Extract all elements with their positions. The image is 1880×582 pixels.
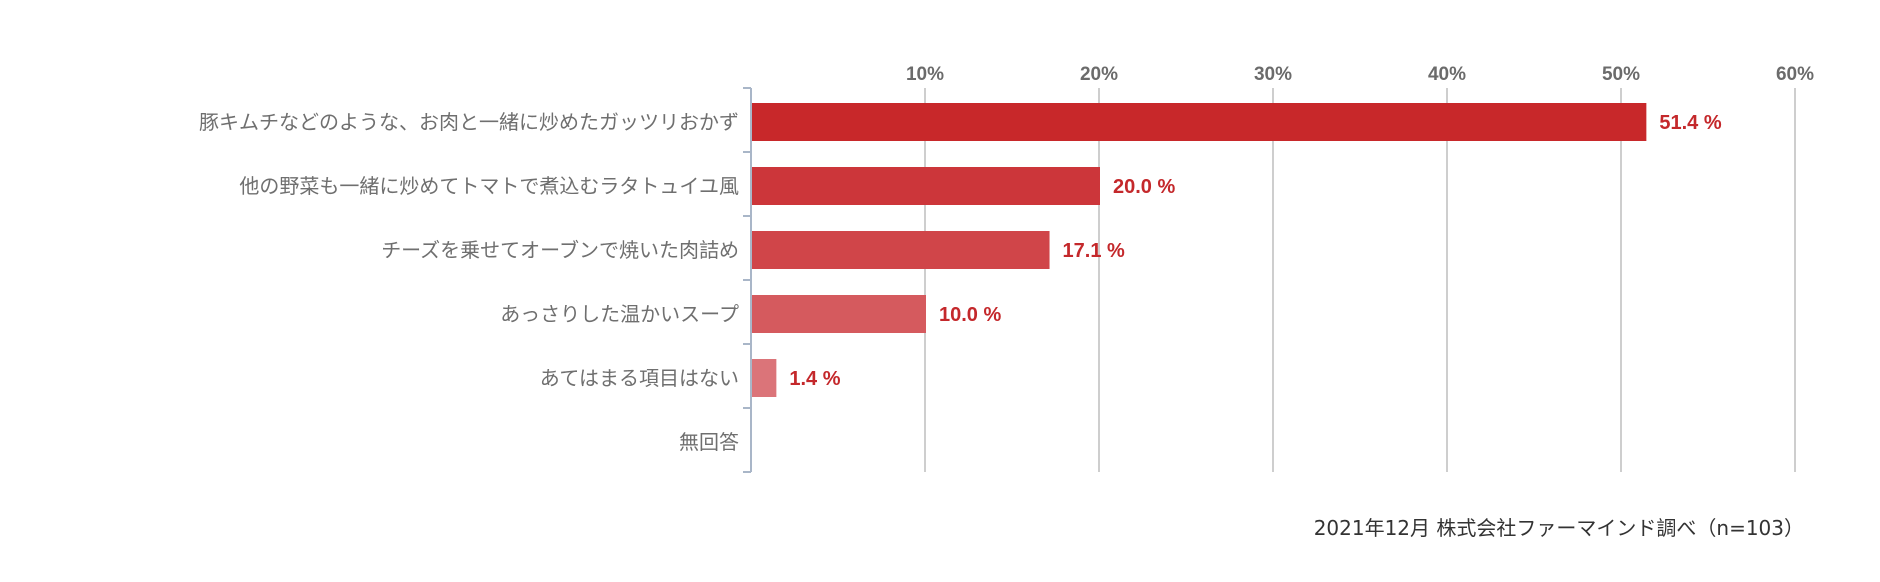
x-tick-label: 20% (1080, 64, 1118, 85)
category-label: チーズを乗せてオーブンで焼いた肉詰め (381, 238, 739, 262)
category-label: あっさりした温かいスープ (500, 302, 739, 326)
bar (752, 359, 777, 397)
value-label: 1.4 % (789, 368, 840, 390)
category-label: 豚キムチなどのような、お肉と一緒に炒めたガッツリおかず (199, 110, 739, 134)
x-tick-label: 10% (906, 64, 944, 85)
bar (752, 167, 1100, 205)
x-tick-label: 40% (1428, 64, 1466, 85)
bar (752, 103, 1647, 141)
x-tick-label: 60% (1776, 64, 1814, 85)
value-label: 20.0 % (1113, 176, 1175, 198)
category-label: あてはまる項目はない (540, 366, 739, 390)
bar-chart: 10% 20% 30% 40% 50% 60% 豚キムチなどのような、お肉と一緒に炒めたガッ… (199, 64, 1814, 473)
value-label: 10.0 % (939, 304, 1001, 326)
category-label: 無回答 (679, 430, 739, 454)
x-tick-label: 50% (1602, 64, 1640, 85)
bar (752, 231, 1050, 269)
value-label: 17.1 % (1063, 240, 1125, 262)
x-tick-label: 30% (1254, 64, 1292, 85)
bar (752, 295, 926, 333)
category-label: 他の野菜も一緒に炒めてトマトで煮込むラタトュイユ風 (239, 174, 739, 198)
value-label: 51.4 % (1659, 112, 1721, 134)
source-note: 2021年12月 株式会社ファーマインド調べ（n=103） (1313, 516, 1804, 540)
